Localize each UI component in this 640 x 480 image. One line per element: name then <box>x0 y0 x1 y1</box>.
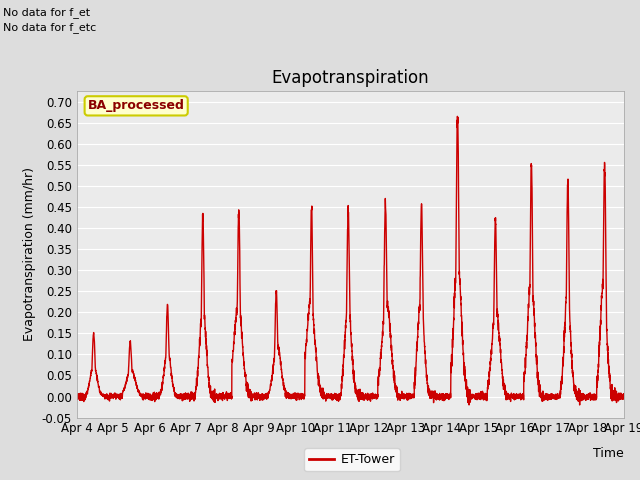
Text: No data for f_etc: No data for f_etc <box>3 22 97 33</box>
Y-axis label: Evapotranspiration (mm/hr): Evapotranspiration (mm/hr) <box>23 168 36 341</box>
Legend: ET-Tower: ET-Tower <box>304 448 400 471</box>
Text: BA_processed: BA_processed <box>88 99 184 112</box>
Text: No data for f_et: No data for f_et <box>3 7 90 18</box>
Text: Time: Time <box>593 447 624 460</box>
Title: Evapotranspiration: Evapotranspiration <box>271 69 429 87</box>
